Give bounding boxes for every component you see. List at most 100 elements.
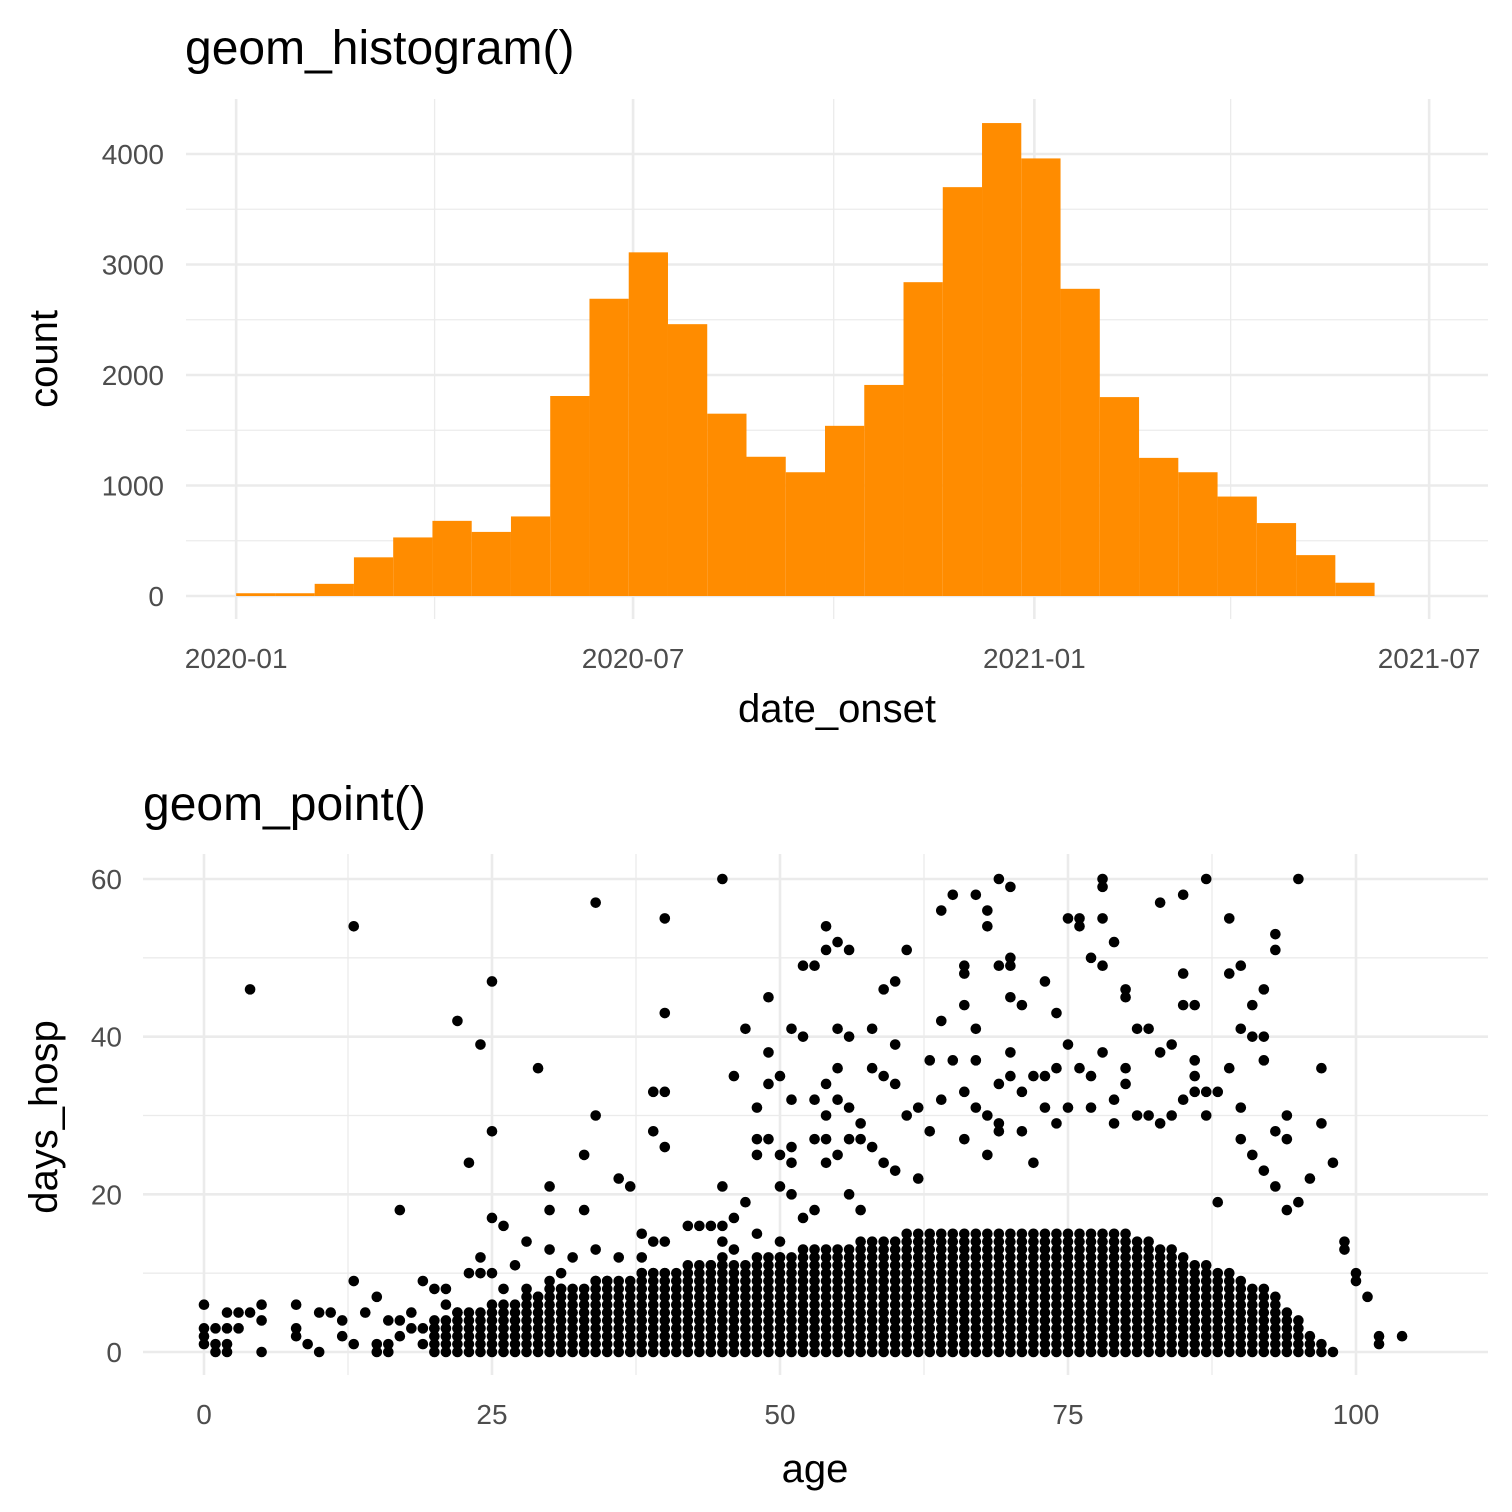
scatter-point xyxy=(1062,1259,1074,1271)
scatter-point xyxy=(1097,1291,1108,1303)
scatter-point xyxy=(682,1307,694,1318)
scatter-point xyxy=(993,1228,1005,1240)
scatter-point xyxy=(717,1275,728,1287)
scatter-point xyxy=(1051,1007,1062,1019)
scatter-point xyxy=(1097,1228,1108,1240)
scatter-point xyxy=(682,1275,694,1287)
scatter-point xyxy=(544,1244,555,1255)
scatter-point xyxy=(682,1283,694,1295)
scatter-point xyxy=(1062,1236,1074,1247)
scatter-point xyxy=(912,1299,924,1310)
scatter-point xyxy=(993,1346,1005,1358)
scatter-point xyxy=(1120,1267,1131,1279)
scatter-point xyxy=(452,1323,463,1334)
scatter-point xyxy=(1166,1338,1177,1350)
scatter-point xyxy=(878,1236,889,1247)
scatter-point xyxy=(1051,1244,1062,1255)
scatter-point xyxy=(901,1307,913,1318)
scatter-point xyxy=(786,1338,797,1350)
scatter-point xyxy=(1143,1110,1154,1121)
scatter-y-tick-label: 40 xyxy=(91,1022,122,1053)
histogram-bar xyxy=(1060,288,1100,596)
histogram-bar xyxy=(1099,397,1140,596)
scatter-point xyxy=(843,1291,855,1303)
scatter-point xyxy=(1051,1252,1062,1263)
scatter-point xyxy=(820,1110,832,1121)
scatter-point xyxy=(509,1346,521,1358)
scatter-point xyxy=(993,1244,1005,1255)
scatter-point xyxy=(774,1149,786,1161)
scatter-point xyxy=(1270,928,1281,940)
scatter-point xyxy=(1177,1275,1189,1287)
scatter-point xyxy=(809,1330,820,1342)
scatter-point xyxy=(982,1110,993,1121)
scatter-point xyxy=(878,1157,889,1169)
scatter-point xyxy=(1223,1291,1235,1303)
scatter-point xyxy=(1350,1275,1362,1287)
scatter-point xyxy=(1016,1228,1028,1240)
scatter-point xyxy=(947,1244,959,1255)
scatter-point xyxy=(1258,1307,1270,1318)
scatter-point xyxy=(1108,1299,1120,1310)
scatter-point xyxy=(1039,1102,1051,1113)
scatter-point xyxy=(475,1267,486,1279)
scatter-point xyxy=(521,1323,532,1334)
scatter-point xyxy=(1270,944,1281,956)
scatter-point xyxy=(947,1330,959,1342)
scatter-point xyxy=(1212,1196,1224,1208)
scatter-point xyxy=(820,1307,832,1318)
scatter-point xyxy=(486,1346,498,1358)
scatter-point xyxy=(290,1330,302,1342)
scatter-point xyxy=(440,1338,452,1350)
scatter-point xyxy=(694,1220,705,1232)
scatter-point xyxy=(866,1252,878,1263)
scatter-point xyxy=(440,1315,452,1326)
scatter-point xyxy=(1396,1330,1408,1342)
scatter-point xyxy=(463,1315,475,1326)
scatter-point xyxy=(866,1338,878,1350)
scatter-point xyxy=(797,1244,809,1255)
scatter-point xyxy=(1108,1323,1120,1334)
scatter-point xyxy=(1189,1291,1201,1303)
scatter-point xyxy=(601,1315,613,1326)
scatter-point xyxy=(855,1236,866,1247)
scatter-point xyxy=(463,1157,475,1169)
scatter-point xyxy=(1005,1267,1016,1279)
scatter-point xyxy=(1074,1291,1085,1303)
scatter-point xyxy=(1051,1236,1062,1247)
scatter-point xyxy=(1166,1315,1177,1326)
scatter-point xyxy=(1131,1299,1143,1310)
scatter-point xyxy=(1108,1252,1120,1263)
scatter-point xyxy=(1200,1259,1212,1271)
scatter-point xyxy=(912,1315,924,1326)
scatter-point xyxy=(855,1330,866,1342)
scatter-point xyxy=(786,1346,797,1358)
scatter-point xyxy=(1131,1110,1143,1121)
scatter-point xyxy=(1189,1307,1201,1318)
scatter-point xyxy=(1200,1315,1212,1326)
scatter-point xyxy=(935,1283,947,1295)
scatter-point xyxy=(1223,1323,1235,1334)
scatter-point xyxy=(348,921,360,932)
scatter-point xyxy=(1085,952,1097,964)
scatter-point xyxy=(671,1323,682,1334)
scatter-point xyxy=(889,1315,901,1326)
scatter-point xyxy=(613,1299,625,1310)
scatter-point xyxy=(866,1291,878,1303)
scatter-point xyxy=(1062,1267,1074,1279)
scatter-point xyxy=(1258,1315,1270,1326)
scatter-point xyxy=(348,1338,360,1350)
scatter-point xyxy=(866,1307,878,1318)
scatter-point xyxy=(1097,1299,1108,1310)
scatter-point xyxy=(1039,1346,1051,1358)
scatter-y-tick-label: 20 xyxy=(91,1179,122,1210)
scatter-point xyxy=(1304,1338,1316,1350)
scatter-point xyxy=(647,1338,659,1350)
scatter-point xyxy=(717,1259,728,1271)
scatter-point xyxy=(912,1338,924,1350)
scatter-point xyxy=(878,1299,889,1310)
scatter-point xyxy=(1016,1252,1028,1263)
scatter-point xyxy=(624,1315,636,1326)
scatter-point xyxy=(1062,1283,1074,1295)
scatter-point xyxy=(855,1275,866,1287)
